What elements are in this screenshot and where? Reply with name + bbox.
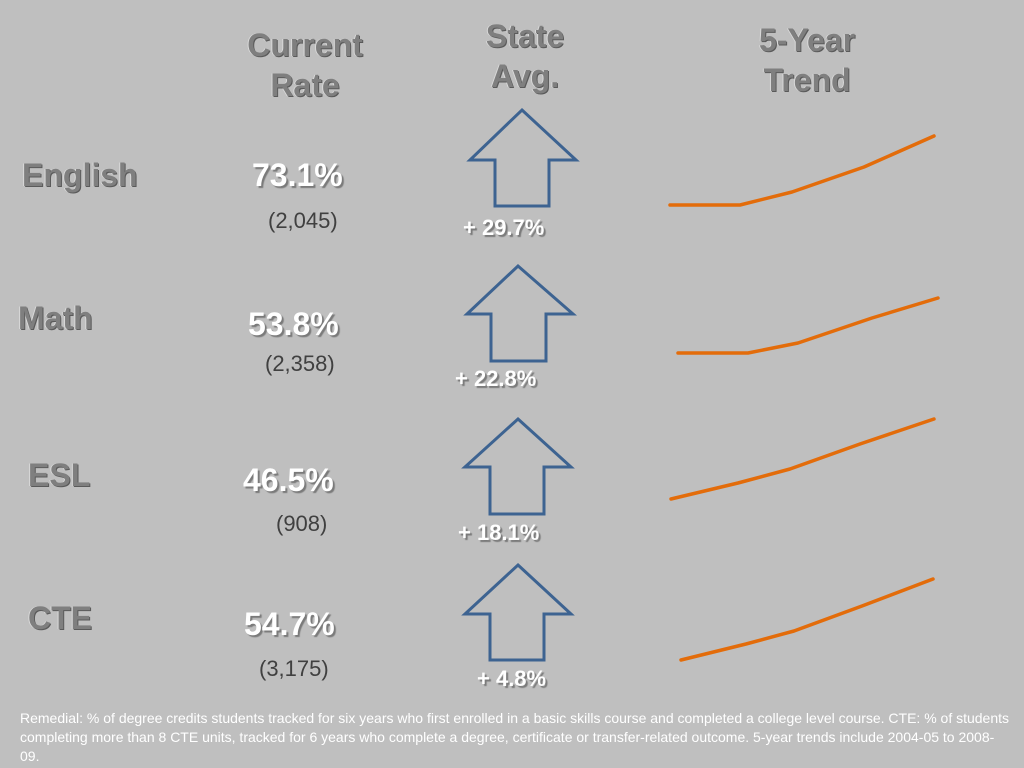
delta-esl: + 18.1% — [458, 520, 540, 545]
delta-english: + 29.7% — [463, 215, 545, 240]
header-current-rate-line2: Rate — [270, 67, 340, 103]
delta-math: + 22.8% — [455, 366, 537, 391]
count-math: (2,358) — [265, 351, 335, 376]
header-state-avg-line1: State — [485, 18, 565, 54]
up-arrow-icon — [463, 263, 577, 363]
rate-math: 53.8% — [248, 306, 339, 342]
header-five-year-trend-line2: Trend — [763, 62, 851, 98]
subject-cte: CTE — [28, 600, 92, 636]
trend-line-esl — [669, 417, 936, 501]
trend-line-math — [676, 296, 940, 355]
up-arrow-icon — [466, 107, 580, 208]
header-current-rate: Current Rate — [205, 25, 405, 105]
header-current-rate-line1: Current — [247, 27, 363, 63]
up-arrow-icon — [461, 562, 575, 662]
delta-cte: + 4.8% — [477, 666, 547, 691]
up-arrow-icon — [461, 416, 575, 516]
header-state-avg: State Avg. — [425, 16, 625, 96]
rate-english: 73.1% — [252, 157, 343, 193]
rate-cte: 54.7% — [244, 606, 335, 642]
header-five-year-trend-line1: 5-Year — [758, 22, 856, 58]
header-five-year-trend: 5-Year Trend — [702, 20, 912, 100]
subject-english: English — [22, 157, 138, 193]
header-state-avg-line2: Avg. — [490, 58, 560, 94]
count-esl: (908) — [276, 511, 328, 536]
trend-line-cte — [679, 577, 935, 662]
count-cte: (3,175) — [259, 656, 329, 681]
subject-esl: ESL — [28, 457, 91, 493]
count-english: (2,045) — [268, 208, 338, 233]
trend-line-english — [668, 134, 936, 207]
rate-esl: 46.5% — [243, 462, 334, 498]
subject-math: Math — [18, 300, 93, 336]
footnote: Remedial: % of degree credits students t… — [20, 710, 1010, 764]
